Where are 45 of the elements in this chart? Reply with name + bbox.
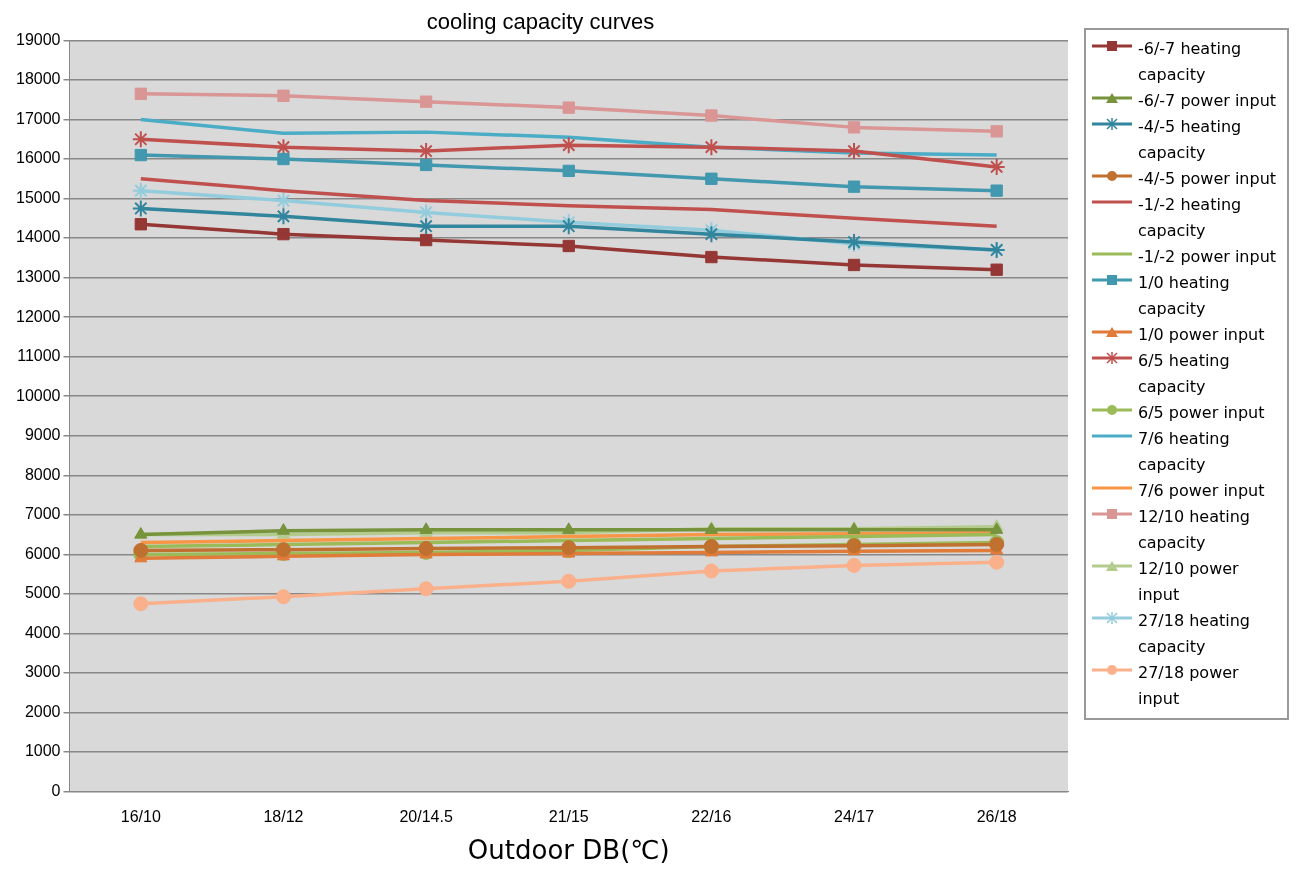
y-tick-label: 17000	[15, 109, 61, 127]
y-tick-label: 3000	[24, 663, 61, 681]
legend-label: -4/-5 heating capacity	[1138, 116, 1243, 164]
legend-label: 7/6 heating capacity	[1138, 428, 1231, 476]
y-tick-label: 7000	[24, 505, 61, 523]
legend-label: -4/-5 power input	[1138, 168, 1277, 190]
x-tick-label: 24/17	[834, 807, 875, 825]
y-tick-label: 14000	[15, 228, 61, 246]
x-tick-label: 20/14.5	[399, 807, 453, 825]
y-tick-label: 6000	[24, 544, 61, 562]
x-tick-label: 18/12	[263, 807, 304, 825]
legend-label: -6/-7 power input	[1138, 90, 1277, 112]
legend-label: 1/0 power input	[1138, 324, 1265, 346]
chart-title: cooling capacity curves	[426, 9, 655, 35]
legend-label: -1/-2 heating capacity	[1138, 194, 1243, 242]
y-tick-label: 1000	[24, 742, 61, 760]
x-tick-label: 21/15	[548, 807, 589, 825]
x-tick-label: 26/18	[976, 807, 1017, 825]
x-axis-title: Outdoor DB(℃)	[467, 835, 670, 866]
x-tick-label: 22/16	[691, 807, 732, 825]
y-tick-label: 18000	[15, 70, 61, 88]
legend-label: 7/6 power input	[1138, 480, 1265, 502]
y-tick-label: 15000	[15, 188, 61, 206]
legend-label: 12/10 heating capacity	[1138, 506, 1251, 554]
y-tick-label: 9000	[24, 426, 61, 444]
y-tick-label: 19000	[15, 30, 61, 48]
y-tick-label: 0	[51, 782, 61, 800]
legend-label: 27/18 heating capacity	[1138, 610, 1251, 658]
y-tick-label: 13000	[15, 268, 61, 286]
legend-label: 27/18 power input	[1138, 662, 1240, 710]
y-tick-label: 11000	[17, 347, 61, 365]
y-tick-label: 12000	[15, 307, 61, 325]
legend-label: -1/-2 power input	[1138, 246, 1277, 268]
y-tick-label: 16000	[15, 149, 61, 167]
legend-label: 1/0 heating capacity	[1138, 272, 1231, 320]
y-tick-label: 2000	[24, 702, 61, 720]
legend-label: 6/5 power input	[1138, 402, 1265, 424]
y-tick-label: 10000	[15, 386, 61, 404]
legend-label: 6/5 heating capacity	[1138, 350, 1231, 398]
x-tick-label: 16/10	[120, 807, 161, 825]
y-tick-label: 4000	[24, 623, 61, 641]
y-tick-label: 8000	[24, 465, 61, 483]
legend-label: -6/-7 heating capacity	[1138, 38, 1243, 86]
y-tick-label: 5000	[24, 584, 61, 602]
legend-label: 12/10 power input	[1138, 558, 1240, 606]
